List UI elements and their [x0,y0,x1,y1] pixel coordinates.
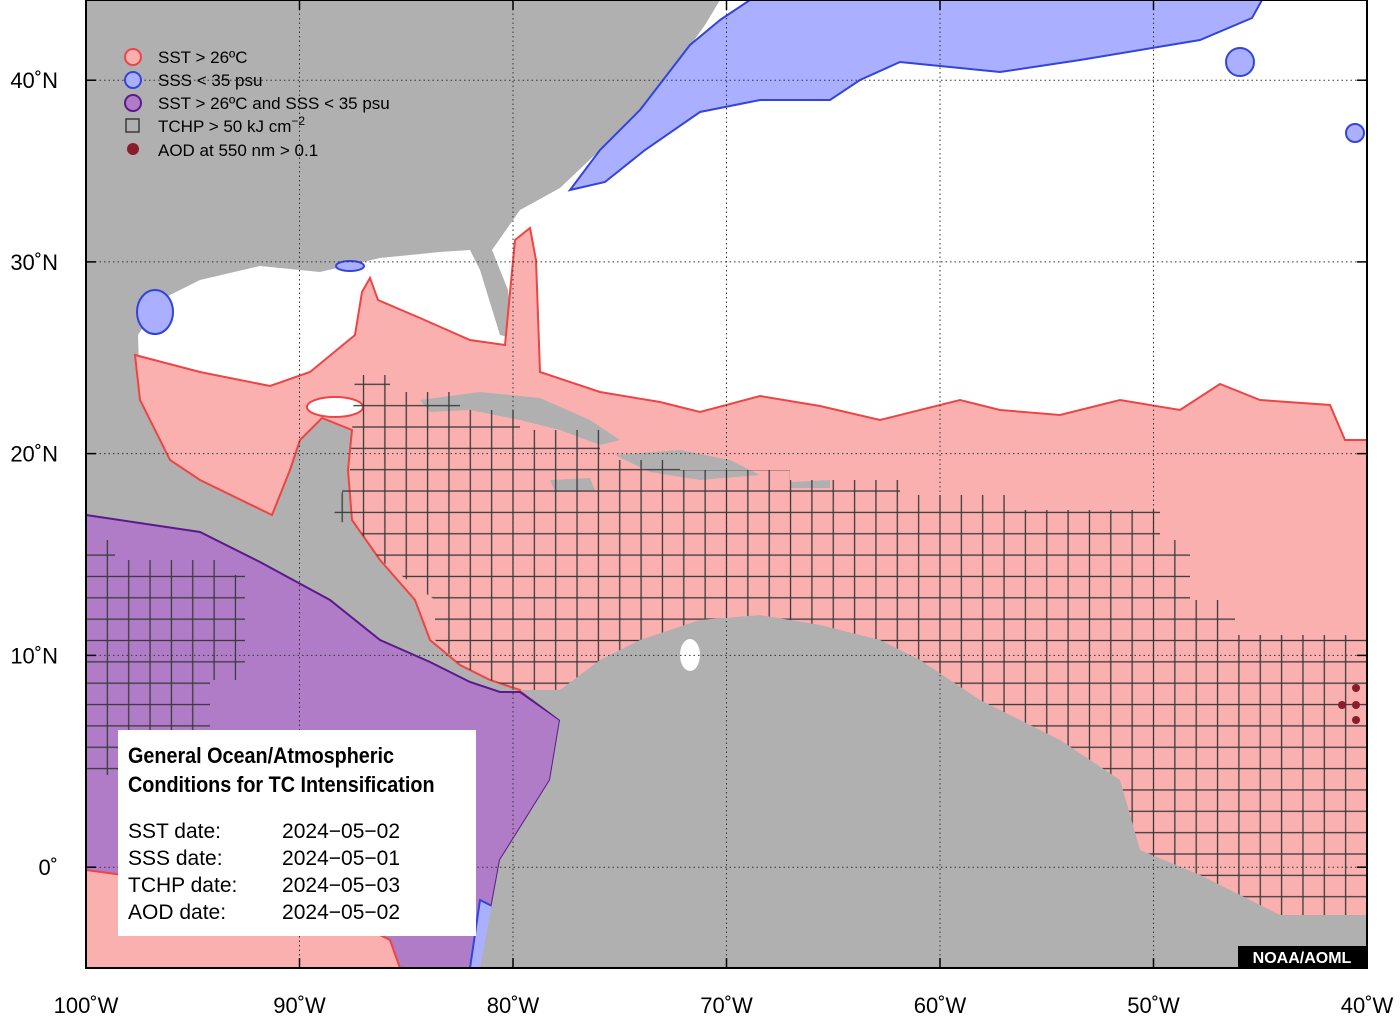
y-tick-label: 40˚N [10,68,58,93]
sss-patch [136,289,174,335]
x-tick-label: 60˚W [914,993,967,1018]
legend-label: SST > 26ºC [158,48,248,67]
x-tick-label: 40˚W [1341,993,1394,1018]
y-tick-label: 20˚N [10,442,58,467]
axes: 100˚W 90˚W 80˚W 70˚W 60˚W 50˚W 40˚W 0˚ 10˚N 20˚N 3… [10,0,1394,1018]
sss-patch [1225,47,1255,77]
x-tick-label: 100˚W [54,993,119,1018]
info-box: General Ocean/Atmospheric Conditions for… [118,730,476,936]
credit-background [1238,946,1366,968]
date-label: TCHP date: [128,874,237,897]
date-value: 2024−05−02 [282,820,400,843]
legend: SST > 26ºC SSS < 35 psu SST > 26ºC and S… [124,48,390,160]
credit: NOAA/AOML [1253,950,1352,967]
legend-swatch [124,94,142,112]
south-america [480,615,1367,968]
date-value: 2024−05−03 [282,874,400,897]
legend-label: SST > 26ºC and SSS < 35 psu [158,94,390,113]
date-value: 2024−05−02 [282,901,400,924]
x-tick-label: 90˚W [273,993,326,1018]
y-tick-label: 30˚N [10,250,58,275]
y-tick-label: 0˚ [38,855,58,880]
date-label: SSS date: [128,847,223,870]
sss-patch [335,260,365,272]
grid [86,0,1367,968]
date-label: AOD date: [128,901,226,924]
legend-label: SSS < 35 psu [158,71,262,90]
aod-point [1338,701,1346,709]
legend-swatch [124,48,142,66]
aod-point [1352,684,1360,692]
info-background [118,730,476,936]
aod-points [1338,684,1360,724]
x-tick-label: 70˚W [700,993,753,1018]
legend-label: TCHP > 50 kJ cm−2 [158,114,305,136]
y-tick-label: 10˚N [10,643,58,668]
info-title: Conditions for TC Intensification [128,773,435,797]
info-title: General Ocean/Atmospheric [128,744,394,768]
aod-point [1352,716,1360,724]
x-tick-label: 50˚W [1127,993,1180,1018]
date-label: SST date: [128,820,221,843]
date-value: 2024−05−01 [282,847,400,870]
legend-swatch [127,143,139,155]
tchp-region [86,375,1367,915]
info-dates: SST date: 2024−05−02 SSS date: 2024−05−01 TC… [128,820,400,924]
legend-swatch [125,118,140,133]
legend-swatch [124,71,142,89]
sss-patch [1345,123,1365,143]
x-tick-label: 80˚W [487,993,540,1018]
legend-superscript: −2 [291,114,305,128]
aod-point [1352,701,1360,709]
land-islands [420,392,830,492]
legend-text: TCHP > 50 kJ cm [158,117,291,136]
sss-region [567,0,1264,192]
legend-label: AOD at 550 nm > 0.1 [158,141,318,160]
